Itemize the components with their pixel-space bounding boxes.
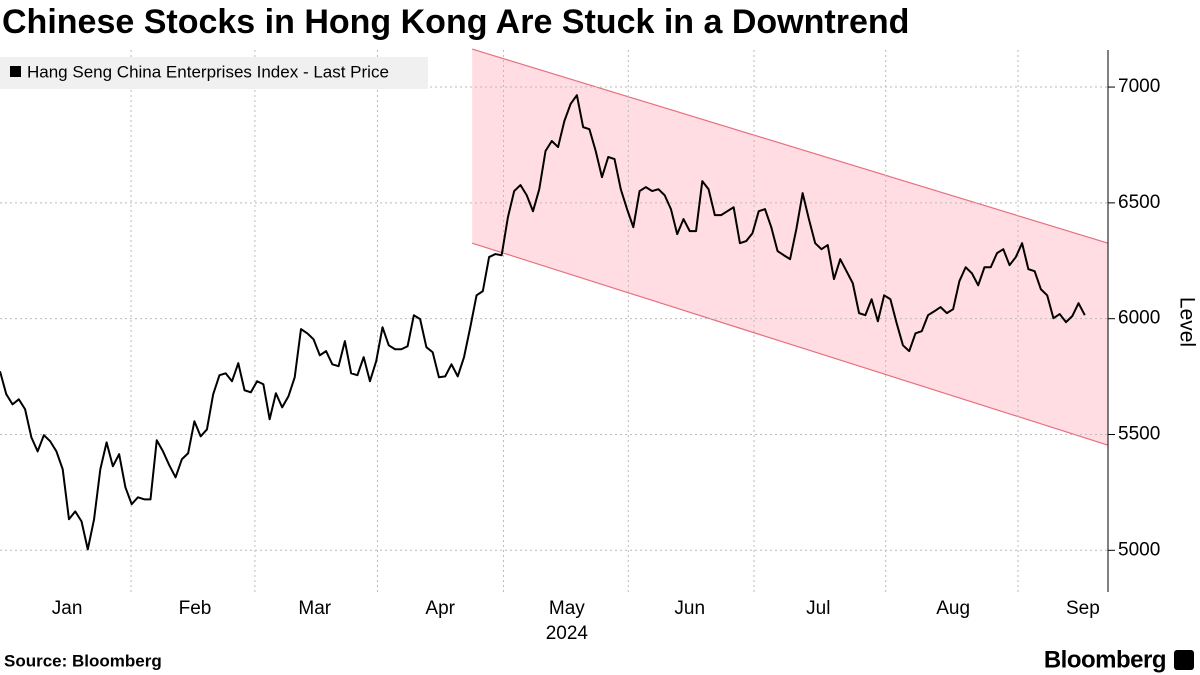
y-tick-label: 6500 [1118,192,1160,213]
price-line [0,94,1086,551]
y-tick-label: 6000 [1118,308,1160,329]
channel-edge [471,242,1109,446]
y-axis-label: Level [1175,297,1198,347]
legend-label: Hang Seng China Enterprises Index - Last… [27,62,389,81]
y-tick-label: 7000 [1118,76,1160,97]
x-tick-label: Apr [425,598,455,619]
x-tick-label: May [549,598,585,619]
channel-edge [471,48,1109,244]
channel-band [472,49,1108,446]
x-year-label: 2024 [546,623,589,644]
brand: Bloomberg [1044,646,1166,673]
chart-title: Chinese Stocks in Hong Kong Are Stuck in… [2,3,909,41]
x-tick-label: Feb [179,598,212,619]
x-tick-label: Jan [52,598,83,619]
y-tick-label: 5500 [1118,424,1160,445]
legend-swatch [10,66,21,77]
x-tick-label: Sep [1066,598,1100,619]
x-tick-label: Jun [674,598,705,619]
y-tick-label: 5000 [1118,539,1160,560]
x-tick-label: Jul [806,598,830,619]
source: Source: Bloomberg [4,651,162,670]
x-tick-label: Aug [936,598,970,619]
x-tick-label: Mar [298,598,331,619]
legend-box [0,57,428,89]
brand-icon [1174,650,1194,670]
